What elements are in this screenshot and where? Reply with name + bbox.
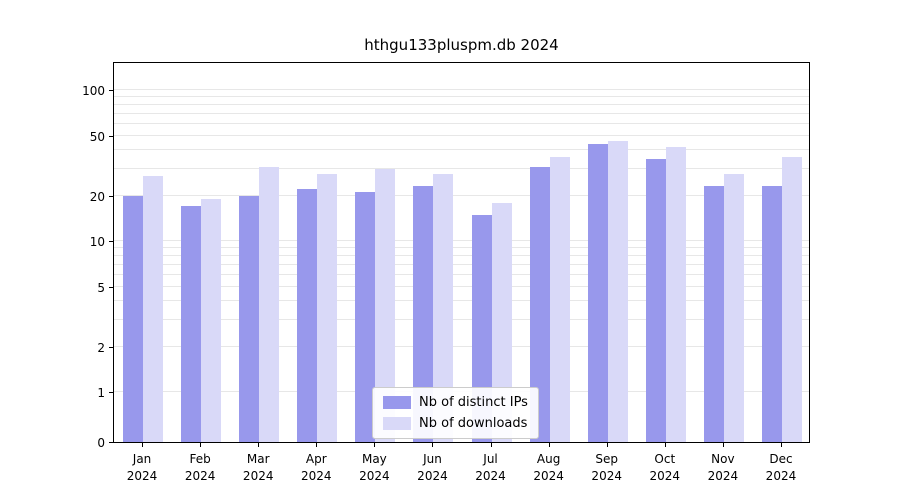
x-axis-tick-mark bbox=[432, 443, 434, 447]
bar-distinct-ips-apr bbox=[297, 189, 318, 442]
gridline bbox=[114, 168, 809, 170]
bar-distinct-ips-aug bbox=[529, 166, 550, 442]
x-axis-tick-mark bbox=[664, 443, 666, 447]
x-axis-tick-label: Aug 2024 bbox=[533, 452, 564, 484]
gridline bbox=[114, 134, 809, 136]
y-axis-tick-mark bbox=[109, 241, 113, 243]
gridline bbox=[114, 122, 809, 124]
gridline bbox=[114, 89, 809, 91]
bar-downloads-may bbox=[375, 169, 396, 442]
y-axis-tick-mark bbox=[109, 195, 113, 197]
gridline bbox=[114, 96, 809, 98]
legend: Nb of distinct IPs Nb of downloads bbox=[372, 387, 539, 439]
gridline bbox=[114, 149, 809, 151]
legend-item-downloads: Nb of downloads bbox=[383, 416, 528, 431]
bar-distinct-ips-nov bbox=[703, 186, 724, 442]
y-axis-tick-label: 0 bbox=[97, 436, 105, 450]
x-axis-tick-label: Dec 2024 bbox=[765, 452, 797, 484]
bar-downloads-oct bbox=[665, 147, 686, 442]
bar-downloads-nov bbox=[723, 173, 744, 442]
gridline bbox=[114, 285, 809, 287]
x-axis-tick-label: Jan 2024 bbox=[126, 452, 158, 484]
gridline bbox=[114, 319, 809, 321]
legend-item-distinct-ips: Nb of distinct IPs bbox=[383, 395, 528, 410]
x-axis-tick-label: Apr 2024 bbox=[301, 452, 332, 484]
bar-distinct-ips-dec bbox=[761, 186, 782, 442]
bar-distinct-ips-jun bbox=[413, 186, 434, 442]
legend-swatch-downloads bbox=[383, 417, 411, 430]
bar-downloads-sep bbox=[607, 141, 628, 442]
y-axis-tick-mark bbox=[109, 90, 113, 92]
gridline bbox=[114, 194, 809, 196]
bar-distinct-ips-sep bbox=[587, 143, 608, 442]
x-axis-tick-mark bbox=[606, 443, 608, 447]
y-axis-tick-mark bbox=[109, 392, 113, 394]
x-axis-tick-label: Oct 2024 bbox=[649, 452, 681, 484]
x-axis-tick-label: Jul 2024 bbox=[475, 452, 506, 484]
x-axis-tick-mark bbox=[316, 443, 318, 447]
x-axis-tick-mark bbox=[722, 443, 724, 447]
gridline bbox=[114, 112, 809, 114]
y-axis-tick-label: 50 bbox=[89, 129, 105, 144]
x-axis-tick-mark bbox=[200, 443, 202, 447]
y-axis-tick-label: 2 bbox=[97, 340, 105, 355]
bar-distinct-ips-jan bbox=[123, 195, 144, 442]
legend-label-downloads: Nb of downloads bbox=[419, 416, 528, 431]
gridline bbox=[114, 345, 809, 347]
y-axis-tick-mark bbox=[109, 135, 113, 137]
x-axis-tick-mark bbox=[780, 443, 782, 447]
bar-downloads-apr bbox=[317, 173, 338, 442]
x-axis-tick-label: Jun 2024 bbox=[417, 452, 448, 484]
x-axis-tick-label: May 2024 bbox=[359, 452, 390, 484]
x-axis-tick-mark bbox=[258, 443, 260, 447]
x-axis-tick-label: Feb 2024 bbox=[184, 452, 216, 484]
x-axis-tick-mark bbox=[374, 443, 376, 447]
bar-distinct-ips-may bbox=[355, 192, 376, 442]
bar-downloads-jun bbox=[433, 173, 454, 442]
gridline bbox=[114, 254, 809, 256]
bar-distinct-ips-mar bbox=[239, 195, 260, 442]
gridline bbox=[114, 247, 809, 249]
x-axis-tick-label: Sep 2024 bbox=[591, 452, 622, 484]
y-axis-tick-label: 20 bbox=[89, 189, 105, 204]
gridline bbox=[114, 240, 809, 242]
y-axis-tick-mark bbox=[109, 346, 113, 348]
gridline bbox=[114, 263, 809, 265]
x-axis-tick-label: Mar 2024 bbox=[242, 452, 274, 484]
bar-distinct-ips-oct bbox=[645, 158, 666, 442]
bar-downloads-aug bbox=[549, 157, 570, 442]
x-axis-tick-mark bbox=[548, 443, 550, 447]
legend-label-distinct-ips: Nb of distinct IPs bbox=[419, 395, 528, 410]
bar-distinct-ips-feb bbox=[181, 206, 202, 442]
y-axis-tick-mark bbox=[109, 442, 113, 443]
x-axis-tick-mark bbox=[490, 443, 492, 447]
bar-downloads-feb bbox=[201, 199, 222, 442]
bar-downloads-dec bbox=[781, 157, 802, 442]
bar-downloads-jul bbox=[491, 202, 512, 442]
bar-downloads-mar bbox=[259, 166, 280, 442]
plot-area: Nb of distinct IPs Nb of downloads bbox=[113, 62, 810, 443]
chart-title: hthgu133pluspm.db 2024 bbox=[364, 36, 559, 54]
x-axis-tick-mark bbox=[142, 443, 144, 447]
gridline bbox=[114, 300, 809, 302]
gridline bbox=[114, 273, 809, 275]
y-axis-tick-label: 5 bbox=[97, 280, 105, 295]
y-axis-tick-label: 1 bbox=[97, 386, 105, 401]
x-axis-tick-label: Nov 2024 bbox=[707, 452, 739, 484]
bar-downloads-jan bbox=[143, 175, 164, 442]
y-axis-tick-mark bbox=[109, 286, 113, 288]
gridline bbox=[114, 103, 809, 105]
bar-distinct-ips-jul bbox=[471, 214, 492, 442]
y-axis-tick-label: 10 bbox=[89, 235, 105, 250]
legend-swatch-distinct-ips bbox=[383, 396, 411, 409]
y-axis-tick-label: 100 bbox=[82, 84, 105, 99]
